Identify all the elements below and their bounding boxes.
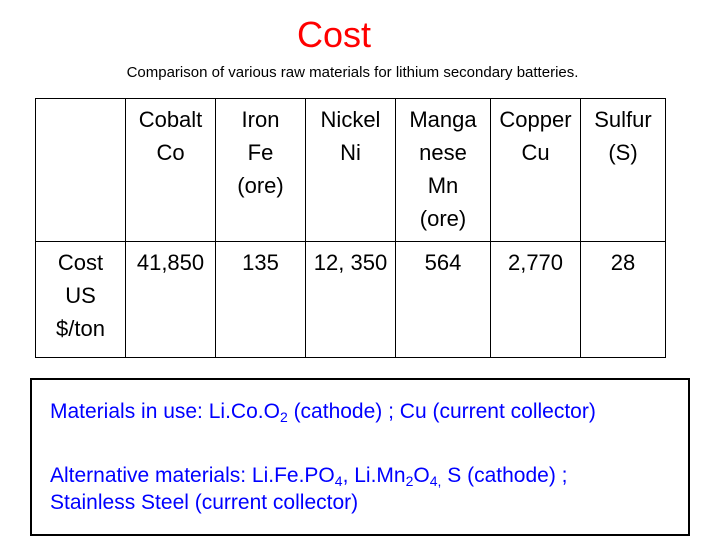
header-cell-sulfur: Sulfur (S) bbox=[580, 98, 666, 242]
value-cell-copper: 2,770 bbox=[490, 241, 581, 358]
cost-table: Cobalt Co Iron Fe (ore) Nickel Ni Manga nese M… bbox=[35, 98, 666, 358]
page-title: Cost bbox=[296, 14, 372, 55]
notes-frame bbox=[30, 378, 690, 536]
table-header-row: Cobalt Co Iron Fe (ore) Nickel Ni Manga nese M… bbox=[35, 98, 666, 242]
header-cell-nickel: Nickel Ni bbox=[305, 98, 396, 242]
header-cell-empty bbox=[35, 98, 126, 242]
table-row-cost: Cost US $/ton 41,850 135 12, 350 564 2,770… bbox=[35, 241, 666, 358]
value-cell-iron: 135 bbox=[215, 241, 306, 358]
header-cell-manganese: Manga nese Mn (ore) bbox=[395, 98, 491, 242]
materials-in-use-line: Materials in use: Li.Co.O2 (cathode) ; C… bbox=[50, 400, 596, 425]
header-cell-cobalt: Cobalt Co bbox=[125, 98, 216, 242]
alternative-materials-line: Alternative materials: Li.Fe.PO4, Li.Mn2… bbox=[50, 464, 568, 489]
header-cell-iron: Iron Fe (ore) bbox=[215, 98, 306, 242]
row-label-cell: Cost US $/ton bbox=[35, 241, 126, 358]
value-cell-manganese: 564 bbox=[395, 241, 491, 358]
page-subtitle: Comparison of various raw materials for … bbox=[126, 64, 579, 81]
stainless-steel-line: Stainless Steel (current collector) bbox=[50, 491, 359, 514]
value-cell-cobalt: 41,850 bbox=[125, 241, 216, 358]
value-cell-sulfur: 28 bbox=[580, 241, 666, 358]
header-cell-copper: Copper Cu bbox=[490, 98, 581, 242]
value-cell-nickel: 12, 350 bbox=[305, 241, 396, 358]
